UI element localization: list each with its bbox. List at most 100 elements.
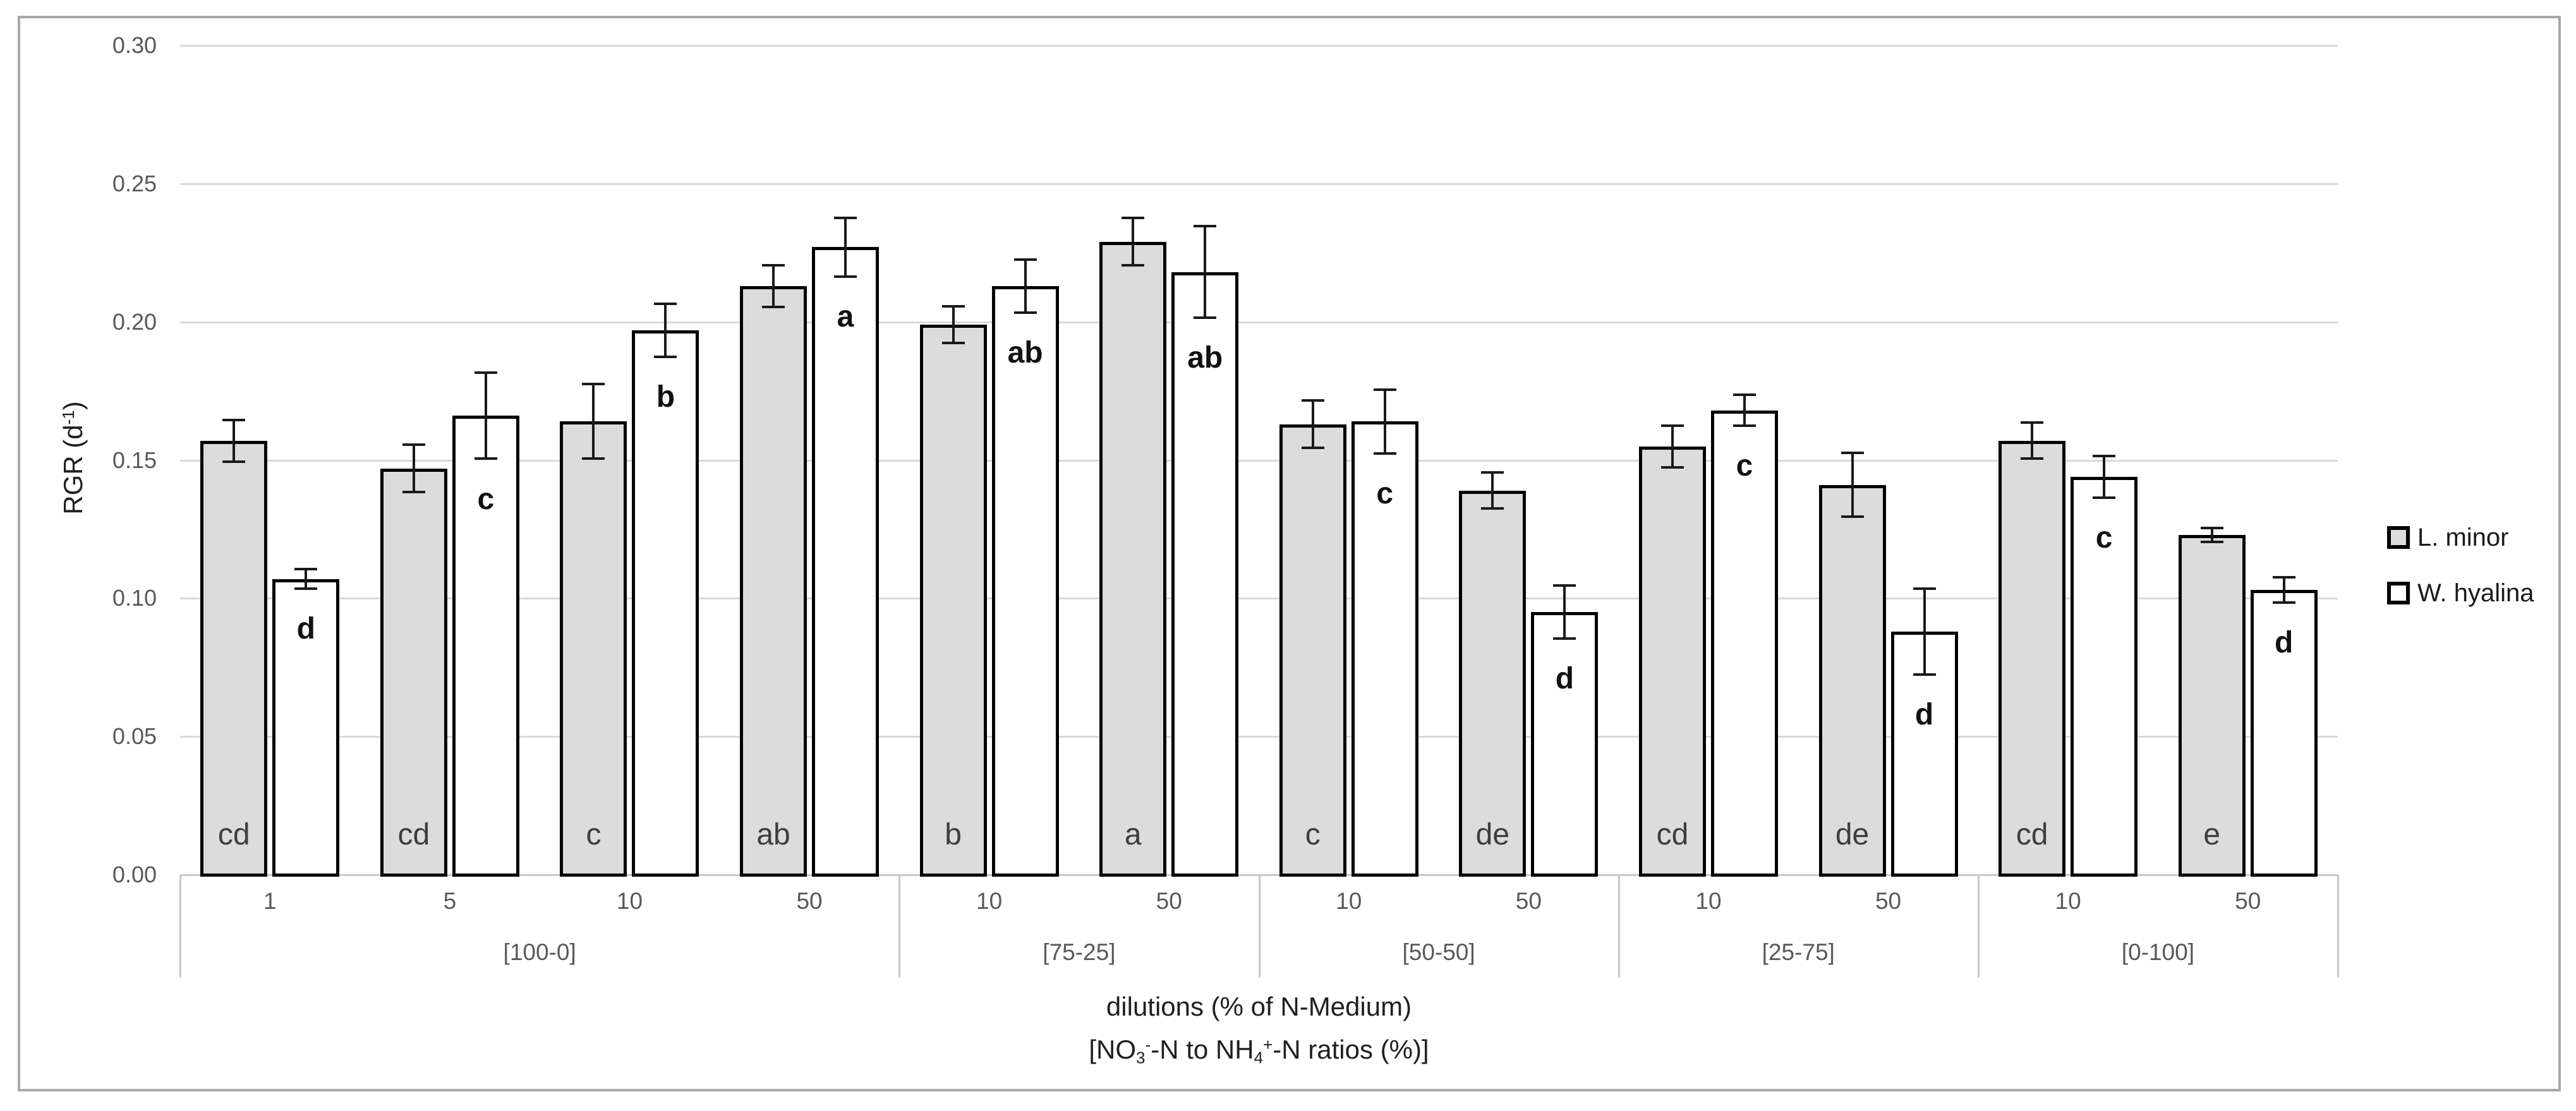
error-bar-w-hyalina-[75-25]-50 <box>1194 225 1217 320</box>
error-bar-line <box>1851 452 1854 519</box>
error-bar-cap-bottom <box>1122 264 1145 267</box>
bar-l-minor-[75-25]-10 <box>919 325 987 877</box>
superscript-text: -1 <box>59 410 78 425</box>
significance-letter-l-minor-[100-0]-10: c <box>586 818 602 851</box>
error-bar-cap-bottom <box>1841 515 1864 519</box>
error-bar-cap-bottom <box>2200 540 2223 543</box>
error-bar-cap-top <box>294 568 318 571</box>
significance-letter-l-minor-[100-0]-1: cd <box>217 818 250 851</box>
legend-marker-l-minor <box>2387 526 2410 549</box>
x-category-label-[50-50]-10: 10 <box>1336 888 1362 914</box>
x-category-label-[25-75]-50: 50 <box>1875 888 1902 914</box>
error-bar-w-hyalina-[50-50]-50 <box>1553 584 1576 640</box>
error-bar-w-hyalina-[100-0]-1 <box>294 568 318 591</box>
error-bar-line <box>664 303 667 358</box>
significance-letter-l-minor-[50-50]-10: c <box>1305 818 1321 851</box>
error-bar-cap-top <box>1301 399 1324 402</box>
bar-l-minor-[100-0]-10 <box>560 421 627 877</box>
category-divider-5 <box>2337 875 2339 978</box>
category-divider-4 <box>1977 875 1980 978</box>
bar-w-hyalina-[75-25]-50 <box>1171 272 1239 877</box>
bar-w-hyalina-[25-75]-10 <box>1710 410 1778 877</box>
error-bar-cap-top <box>1841 452 1864 455</box>
error-bar-cap-top <box>762 263 785 267</box>
superscript-text: + <box>1263 1035 1273 1054</box>
error-bar-w-hyalina-[100-0]-50 <box>834 217 857 278</box>
x-group-label-[75-25]: [75-25] <box>1043 939 1116 965</box>
error-bar-cap-bottom <box>1481 507 1504 510</box>
error-bar-cap-top <box>1013 258 1037 261</box>
error-bar-line <box>1671 424 1674 469</box>
error-bar-cap-bottom <box>1373 452 1396 455</box>
legend: L. minor W. hyalina <box>2387 523 2534 634</box>
error-bar-w-hyalina-[0-100]-50 <box>2272 576 2295 604</box>
error-bar-cap-top <box>582 382 605 385</box>
y-tick-label-0.25: 0.25 <box>112 170 157 196</box>
x-axis-title-line1: dilutions (% of N-Medium) <box>1106 992 1412 1021</box>
error-bar-cap-bottom <box>1013 311 1037 314</box>
error-bar-line <box>1204 225 1207 320</box>
error-bar-l-minor-[100-0]-50 <box>762 263 785 308</box>
error-bar-cap-bottom <box>222 460 246 463</box>
significance-letter-w-hyalina-[75-25]-50: ab <box>1187 341 1223 375</box>
significance-letter-w-hyalina-[100-0]-10: b <box>656 380 675 414</box>
gridline-0.25 <box>180 183 2338 185</box>
bar-w-hyalina-[100-0]-5 <box>452 416 519 877</box>
gridline-0.05 <box>180 736 2338 738</box>
error-bar-cap-top <box>2200 526 2223 529</box>
error-bar-cap-bottom <box>1194 316 1217 320</box>
y-tick-label-0.00: 0.00 <box>112 862 157 887</box>
error-bar-cap-top <box>1660 424 1684 427</box>
bar-l-minor-[25-75]-50 <box>1818 484 1886 877</box>
x-group-label-[50-50]: [50-50] <box>1402 939 1475 965</box>
error-bar-line <box>2031 421 2034 460</box>
error-bar-cap-bottom <box>2021 457 2044 460</box>
gridline-0.20 <box>180 321 2338 323</box>
significance-letter-w-hyalina-[100-0]-50: a <box>837 299 854 333</box>
error-bar-cap-bottom <box>834 275 857 278</box>
error-bar-cap-top <box>2021 421 2044 424</box>
category-divider-2 <box>1258 875 1261 978</box>
legend-item-l-minor: L. minor <box>2387 523 2534 552</box>
error-bar-cap-bottom <box>474 457 497 460</box>
error-bar-line <box>233 418 236 463</box>
error-bar-l-minor-[50-50]-50 <box>1481 471 1504 510</box>
error-bar-w-hyalina-[0-100]-10 <box>2093 454 2116 499</box>
x-category-label-[75-25]-50: 50 <box>1156 888 1182 914</box>
significance-letter-l-minor-[75-25]-50: a <box>1124 818 1142 851</box>
y-tick-label-0.20: 0.20 <box>112 308 157 335</box>
x-category-label-[75-25]-10: 10 <box>976 888 1003 914</box>
gridline-0.15 <box>180 459 2338 462</box>
bar-w-hyalina-[100-0]-1 <box>272 579 340 877</box>
x-group-label-[25-75]: [25-75] <box>1762 939 1835 965</box>
significance-letter-w-hyalina-[100-0]-5: c <box>477 482 495 516</box>
x-category-label-[25-75]-10: 10 <box>1695 888 1722 914</box>
x-category-label-[0-100]-50: 50 <box>2235 888 2261 914</box>
significance-letter-l-minor-[75-25]-10: b <box>945 818 962 851</box>
significance-letter-l-minor-[50-50]-50: de <box>1475 818 1510 851</box>
error-bar-cap-top <box>654 303 677 306</box>
significance-letter-l-minor-[0-100]-50: e <box>2203 818 2221 851</box>
error-bar-cap-top <box>1553 584 1576 587</box>
title-text: -N ratios (%)] <box>1273 1035 1429 1065</box>
error-bar-line <box>2103 454 2106 499</box>
superscript-text: - <box>1145 1035 1151 1054</box>
error-bar-l-minor-[0-100]-10 <box>2021 421 2044 460</box>
error-bar-cap-top <box>1481 471 1504 474</box>
error-bar-cap-bottom <box>1301 446 1324 449</box>
error-bar-cap-bottom <box>654 355 677 358</box>
bar-l-minor-[50-50]-10 <box>1279 424 1346 877</box>
significance-letter-w-hyalina-[0-100]-50: d <box>2275 626 2294 660</box>
error-bar-w-hyalina-[75-25]-10 <box>1013 258 1037 314</box>
error-bar-w-hyalina-[50-50]-10 <box>1373 388 1396 455</box>
error-bar-cap-top <box>941 305 965 308</box>
significance-letter-l-minor-[0-100]-10: cd <box>2016 818 2048 851</box>
bar-w-hyalina-[50-50]-50 <box>1531 612 1599 877</box>
error-bar-w-hyalina-[25-75]-10 <box>1732 393 1756 427</box>
error-bar-cap-bottom <box>1913 673 1936 676</box>
error-bar-cap-bottom <box>294 587 318 591</box>
x-category-label-[100-0]-5: 5 <box>443 888 457 914</box>
error-bar-cap-bottom <box>582 457 605 460</box>
error-bar-cap-bottom <box>402 491 425 493</box>
bar-w-hyalina-[0-100]-50 <box>2250 590 2318 877</box>
